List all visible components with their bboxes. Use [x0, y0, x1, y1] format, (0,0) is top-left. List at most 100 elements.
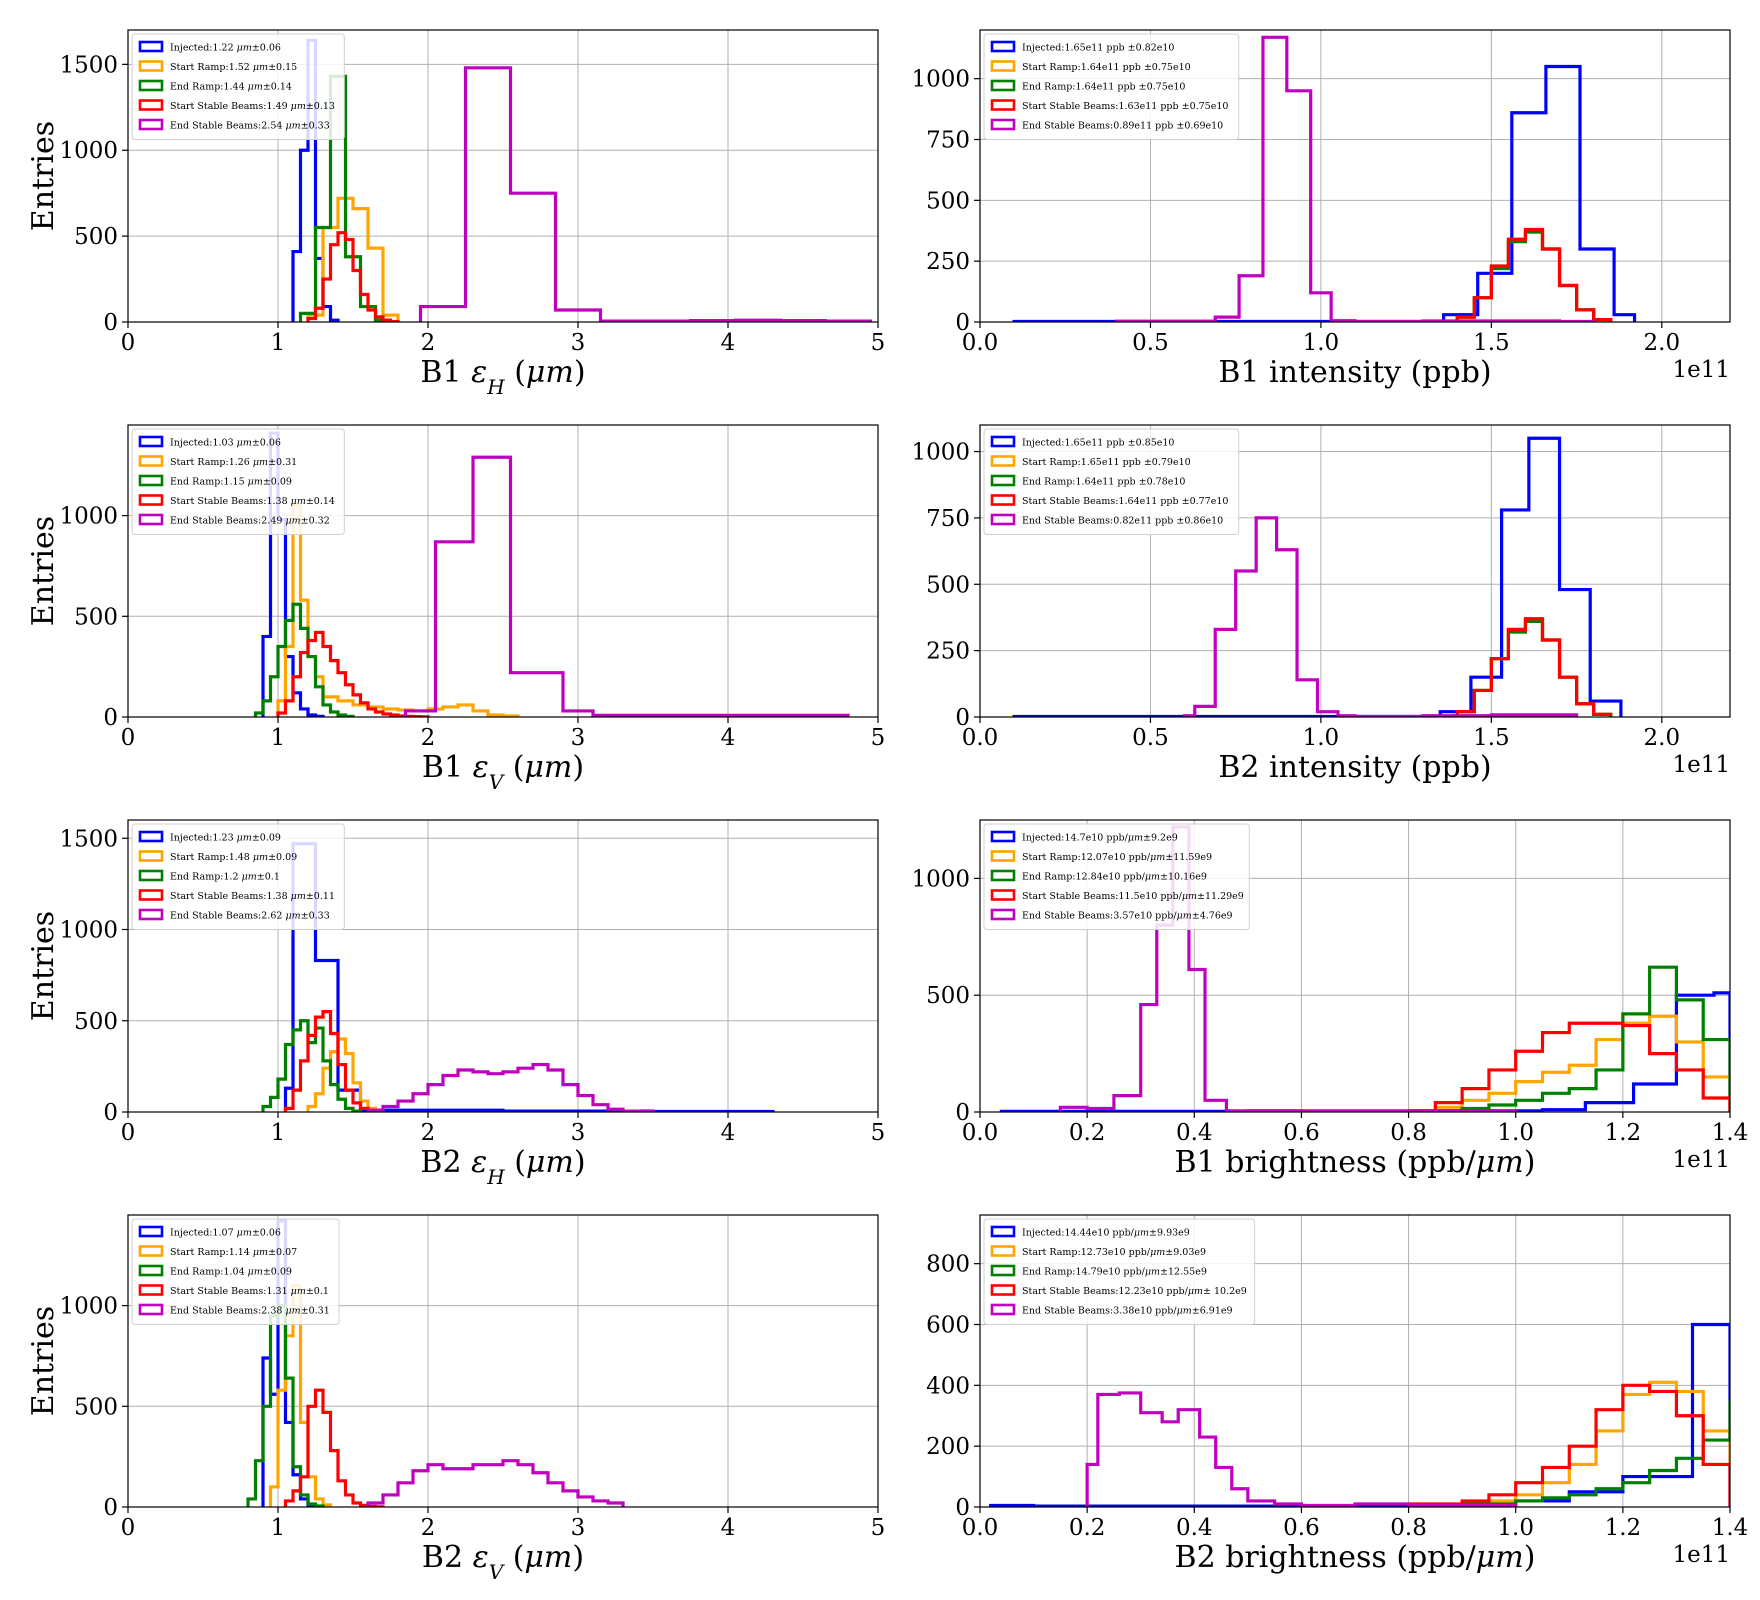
histogram-series-end-stable-beams — [366, 1062, 655, 1112]
legend-entry: End Ramp:1.2 μm±0.1 — [170, 872, 280, 883]
legend-entry: End Ramp:1.04 μm±0.09 — [170, 1267, 292, 1278]
x-axis-label: B2 brightness (ppb/μm) — [1175, 1540, 1536, 1575]
legend-swatch — [990, 118, 1016, 131]
x-tick-label: 2 — [421, 1120, 436, 1146]
x-tick-label: 5 — [871, 1120, 886, 1146]
histogram-series-group — [246, 1219, 625, 1507]
x-tick-label: 1 — [271, 1120, 286, 1146]
legend-swatch — [138, 1284, 164, 1296]
legend-swatch — [990, 889, 1016, 901]
plot-frame — [127, 29, 879, 323]
plot-frame — [979, 29, 1731, 323]
legend-box — [983, 1218, 1256, 1325]
legend-entry: Start Ramp:1.14 μm±0.07 — [170, 1247, 297, 1258]
legend-swatch — [990, 435, 1016, 448]
legend: Injected:1.65e11 ppb ±0.82e10 Start Ramp:… — [983, 33, 1240, 140]
x-tick-label: 3 — [571, 725, 586, 751]
plot-frame — [979, 819, 1731, 1113]
y-tick-label: 600 — [926, 1313, 970, 1339]
plot-frame — [979, 1214, 1731, 1508]
legend-entry: Start Stable Beams:1.38 μm±0.14 — [170, 496, 335, 507]
y-tick-label: 0 — [955, 310, 970, 336]
legend-entry: End Ramp:1.44 μm±0.14 — [170, 82, 292, 93]
y-tick-label: 500 — [926, 188, 970, 214]
histogram-series-start-stable-beams — [306, 231, 400, 322]
histogram-series-start-ramp — [306, 1037, 385, 1112]
histogram-series-end-ramp — [1460, 1400, 1730, 1507]
legend-box — [131, 428, 345, 535]
legend-entry: Injected:1.65e11 ppb ±0.82e10 — [1022, 43, 1174, 54]
x-tick-label: 1 — [271, 725, 286, 751]
x-axis-exponent: 1e11 — [1672, 752, 1730, 778]
legend-entry: Start Ramp:12.73e10 ppb/μm±9.03e9 — [1022, 1247, 1206, 1258]
y-tick-label: 0 — [103, 310, 118, 336]
legend-box — [983, 823, 1250, 930]
legend-swatch — [138, 830, 164, 843]
x-tick-label: 3 — [571, 1515, 586, 1541]
x-axis-label: B2 εH (μm) — [420, 1145, 585, 1189]
x-tick-label: 2.0 — [1644, 725, 1681, 751]
legend-swatch — [990, 99, 1016, 111]
histogram-series-end-stable-beams — [1182, 516, 1579, 717]
x-tick-label: 1.0 — [1497, 1515, 1534, 1541]
legend-entry: Start Ramp:1.26 μm±0.31 — [170, 457, 297, 468]
x-tick-label: 3 — [571, 330, 586, 356]
y-tick-label: 1000 — [911, 866, 970, 892]
legend: Injected:1.03 μm±0.06 Start Ramp:1.26 μm±… — [131, 428, 345, 535]
x-tick-label: 5 — [871, 725, 886, 751]
x-tick-label: 0.4 — [1176, 1515, 1213, 1541]
histogram-series-start-stable-beams — [1455, 227, 1613, 322]
histogram-series-injected — [283, 842, 775, 1112]
y-tick-label: 1000 — [59, 1294, 118, 1320]
x-tick-label: 0.4 — [1176, 1120, 1213, 1146]
x-tick-label: 4 — [721, 1120, 736, 1146]
y-tick-label: 1000 — [59, 504, 118, 530]
histogram-series-end-stable-beams — [1085, 1391, 1518, 1507]
chart-panel-7: 0 1 2 3 4 5 0 500 1000 B2 εV (μm) Entries Injected:… — [26, 1214, 886, 1584]
legend-swatch — [138, 908, 164, 921]
y-tick-label: 500 — [74, 1394, 118, 1420]
legend-entry: End Stable Beams:3.38e10 ppb/μm±6.91e9 — [1022, 1306, 1233, 1317]
legend-entry: End Stable Beams:0.89e11 ppb ±0.69e10 — [1022, 121, 1223, 132]
chart-panel-2: 0.0 0.5 1.0 1.5 2.0 0 250 500 750 1000 1e11 B1 inte… — [911, 29, 1731, 390]
x-tick-label: 0.6 — [1283, 1515, 1320, 1541]
legend: Injected:1.22 μm±0.06 Start Ramp:1.52 μm±… — [131, 33, 345, 140]
legend-swatch — [138, 513, 164, 526]
y-tick-label: 0 — [103, 1100, 118, 1126]
x-tick-label: 1.5 — [1473, 725, 1510, 751]
x-tick-label: 4 — [721, 725, 736, 751]
legend-swatch — [138, 79, 164, 92]
legend-entry: End Ramp:12.84e10 ppb/μm±10.16e9 — [1022, 872, 1207, 883]
x-tick-label: 2 — [421, 725, 436, 751]
x-tick-label: 2.0 — [1644, 330, 1681, 356]
legend-entry: Start Stable Beams:12.23e10 ppb/μm± 10.2… — [1022, 1286, 1247, 1297]
legend-entry: End Stable Beams:2.54 μm±0.33 — [170, 121, 330, 132]
x-tick-label: 0.8 — [1390, 1120, 1427, 1146]
x-tick-label: 0 — [121, 1515, 136, 1541]
legend-swatch — [138, 889, 164, 901]
legend-entry: End Ramp:1.15 μm±0.09 — [170, 477, 292, 488]
y-tick-label: 1000 — [59, 138, 118, 164]
x-tick-label: 0.0 — [962, 330, 999, 356]
legend: Injected:14.44e10 ppb/μm±9.93e9 Start Ram… — [983, 1218, 1256, 1325]
legend: Injected:1.23 μm±0.09 Start Ramp:1.48 μm±… — [131, 823, 345, 930]
legend-swatch — [990, 60, 1016, 72]
legend-box — [131, 33, 345, 140]
y-tick-label: 800 — [926, 1252, 970, 1278]
legend-entry: End Ramp:1.64e11 ppb ±0.75e10 — [1022, 82, 1185, 93]
legend-swatch — [990, 1245, 1016, 1257]
legend-swatch — [138, 40, 164, 53]
x-tick-label: 1.4 — [1712, 1515, 1749, 1541]
histogram-series-end-ramp — [253, 602, 355, 717]
x-tick-label: 1.2 — [1605, 1120, 1642, 1146]
legend-entry: End Stable Beams:2.62 μm±0.33 — [170, 911, 330, 922]
x-tick-label: 5 — [871, 1515, 886, 1541]
legend-entry: Injected:1.03 μm±0.06 — [170, 438, 281, 449]
x-tick-label: 2 — [421, 330, 436, 356]
x-axis-label: B1 εV (μm) — [422, 750, 584, 794]
histogram-series-end-ramp — [261, 1019, 363, 1112]
y-tick-label: 500 — [74, 604, 118, 630]
chart-panel-8: 0.0 0.2 0.4 0.6 0.8 1.0 1.2 1.4 0 200 400 600 800 1e1… — [926, 1214, 1749, 1575]
legend-swatch — [138, 99, 164, 111]
legend-swatch — [990, 79, 1016, 92]
